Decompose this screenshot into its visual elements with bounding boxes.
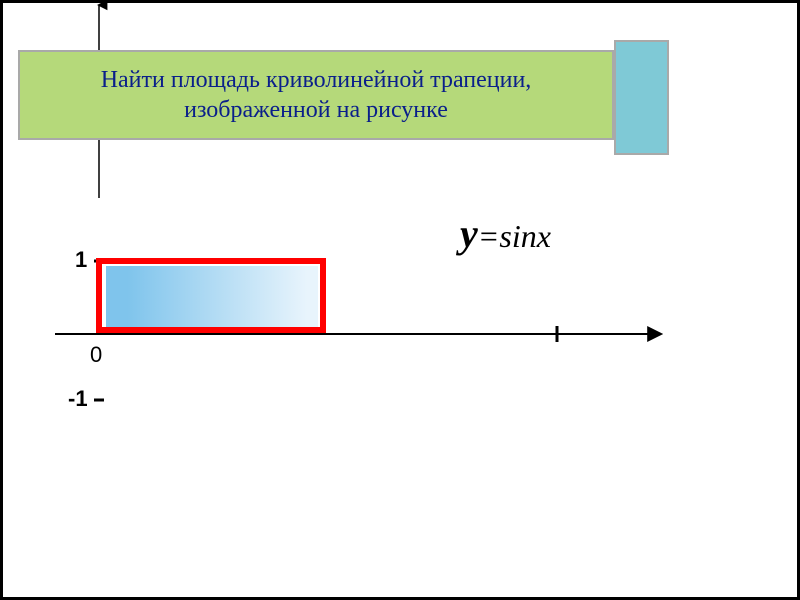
equation-rest: =sinx bbox=[478, 218, 551, 254]
equation-y: y bbox=[460, 211, 478, 256]
origin-label: 0 bbox=[90, 342, 102, 368]
y-label-neg1: -1 bbox=[68, 386, 88, 412]
y-label-1: 1 bbox=[75, 247, 87, 273]
slide: Найти площадь криволинейной трапеции, из… bbox=[0, 0, 800, 600]
title-line1: Найти площадь криволинейной трапеции, bbox=[101, 65, 532, 95]
title-line2: изображенной на рисунке bbox=[184, 95, 448, 125]
shaded-region bbox=[106, 266, 318, 327]
title-bar: Найти площадь криволинейной трапеции, из… bbox=[18, 50, 614, 140]
teal-decor-box bbox=[614, 40, 669, 155]
equation-label: y=sinx bbox=[460, 210, 551, 257]
